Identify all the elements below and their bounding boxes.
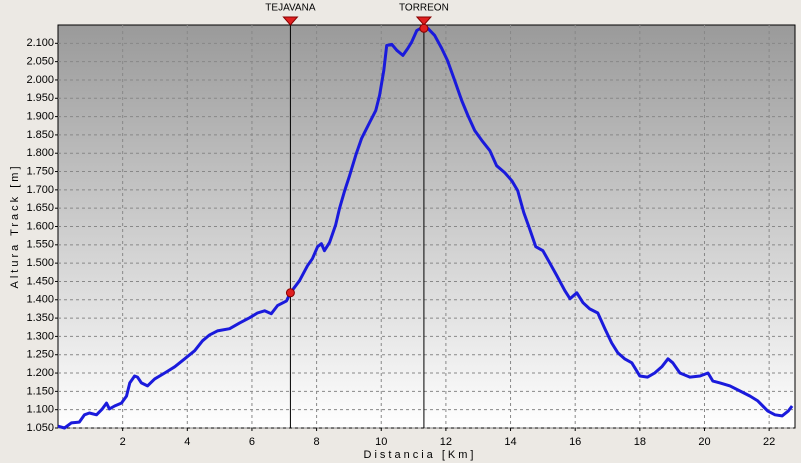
y-tick-label: 1.300 <box>26 330 54 342</box>
y-axis-title: Altura Track [m] <box>9 163 21 288</box>
y-tick-label: 1.100 <box>26 404 54 416</box>
y-tick-label: 1.850 <box>26 129 54 141</box>
y-tick-label: 1.600 <box>26 220 54 232</box>
x-tick-label: 20 <box>698 436 710 448</box>
y-tick-label: 1.350 <box>26 312 54 324</box>
y-tick-label: 2.000 <box>26 74 54 86</box>
y-tick-label: 1.050 <box>26 422 54 434</box>
y-tick-label: 2.050 <box>26 56 54 68</box>
marker-flag <box>415 16 433 26</box>
y-tick-label: 1.800 <box>26 147 54 159</box>
y-tick-label: 1.550 <box>26 239 54 251</box>
y-tick-label: 1.950 <box>26 92 54 104</box>
x-tick-label: 2 <box>120 436 126 448</box>
y-tick-label: 1.150 <box>26 385 54 397</box>
x-tick-label: 14 <box>504 436 516 448</box>
marker-point <box>419 23 429 33</box>
marker-label: TORREON <box>399 3 449 14</box>
y-tick-label: 1.250 <box>26 349 54 361</box>
x-tick-label: 18 <box>634 436 646 448</box>
x-tick-label: 10 <box>375 436 387 448</box>
y-tick-label: 1.700 <box>26 184 54 196</box>
x-tick-label: 6 <box>249 436 255 448</box>
y-tick-label: 1.450 <box>26 275 54 287</box>
x-tick-label: 8 <box>314 436 320 448</box>
x-tick-label: 22 <box>763 436 775 448</box>
y-tick-label: 1.500 <box>26 257 54 269</box>
elevation-line <box>57 26 794 430</box>
y-tick-label: 2.100 <box>26 37 54 49</box>
x-axis-title: Distancia [Km] <box>364 449 477 461</box>
y-tick-label: 1.650 <box>26 202 54 214</box>
marker-point <box>285 288 295 298</box>
y-tick-label: 1.750 <box>26 165 54 177</box>
y-tick-label: 1.200 <box>26 367 54 379</box>
y-tick-label: 1.900 <box>26 110 54 122</box>
x-tick-label: 12 <box>440 436 452 448</box>
x-tick-label: 4 <box>184 436 190 448</box>
marker-label: TEJAVANA <box>265 3 316 14</box>
x-tick-label: 16 <box>569 436 581 448</box>
y-tick-label: 1.400 <box>26 294 54 306</box>
marker-flag <box>282 16 299 26</box>
